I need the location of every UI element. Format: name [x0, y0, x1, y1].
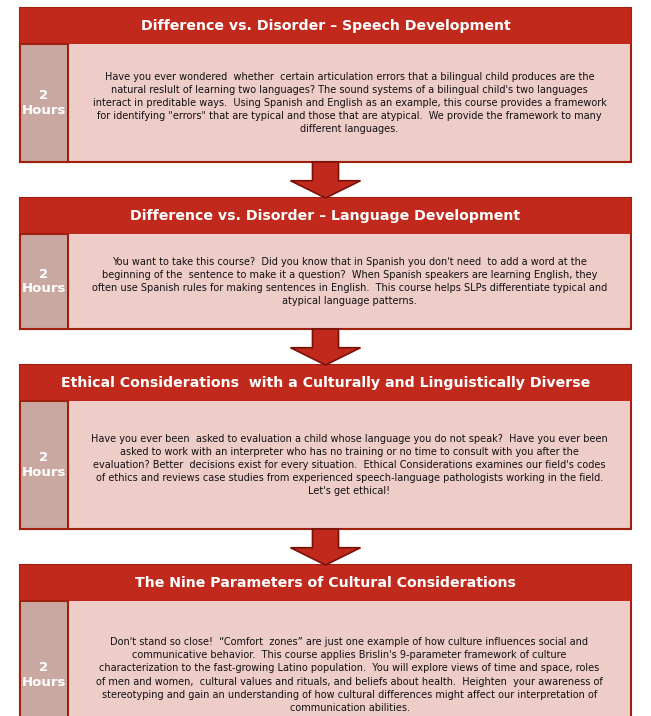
- Polygon shape: [290, 529, 361, 565]
- FancyBboxPatch shape: [20, 8, 631, 162]
- FancyBboxPatch shape: [20, 365, 631, 401]
- Text: Have you ever wondered  whether  certain articulation errors that a bilingual ch: Have you ever wondered whether certain a…: [92, 72, 607, 134]
- FancyBboxPatch shape: [20, 8, 631, 44]
- Text: 2
Hours: 2 Hours: [22, 661, 66, 689]
- Text: Difference vs. Disorder – Language Development: Difference vs. Disorder – Language Devel…: [130, 209, 521, 223]
- FancyBboxPatch shape: [20, 565, 631, 601]
- Text: 2
Hours: 2 Hours: [22, 89, 66, 117]
- FancyBboxPatch shape: [20, 365, 631, 529]
- FancyBboxPatch shape: [20, 565, 631, 716]
- Text: 2
Hours: 2 Hours: [22, 451, 66, 479]
- Text: 2
Hours: 2 Hours: [22, 268, 66, 296]
- FancyBboxPatch shape: [20, 601, 68, 716]
- Text: Don't stand so close!  “Comfort  zones” are just one example of how culture infl: Don't stand so close! “Comfort zones” ar…: [96, 637, 603, 712]
- FancyBboxPatch shape: [20, 234, 68, 329]
- FancyBboxPatch shape: [20, 401, 68, 529]
- Polygon shape: [290, 329, 361, 365]
- Text: The Nine Parameters of Cultural Considerations: The Nine Parameters of Cultural Consider…: [135, 576, 516, 590]
- FancyBboxPatch shape: [20, 44, 68, 162]
- Text: Have you ever been  asked to evaluation a child whose language you do not speak?: Have you ever been asked to evaluation a…: [91, 434, 608, 496]
- Text: You want to take this course?  Did you know that in Spanish you don't need  to a: You want to take this course? Did you kn…: [92, 257, 607, 306]
- Text: Difference vs. Disorder – Speech Development: Difference vs. Disorder – Speech Develop…: [141, 19, 510, 33]
- Polygon shape: [290, 162, 361, 198]
- FancyBboxPatch shape: [20, 198, 631, 234]
- FancyBboxPatch shape: [20, 198, 631, 329]
- Text: Ethical Considerations  with a Culturally and Linguistically Diverse: Ethical Considerations with a Culturally…: [61, 376, 590, 390]
